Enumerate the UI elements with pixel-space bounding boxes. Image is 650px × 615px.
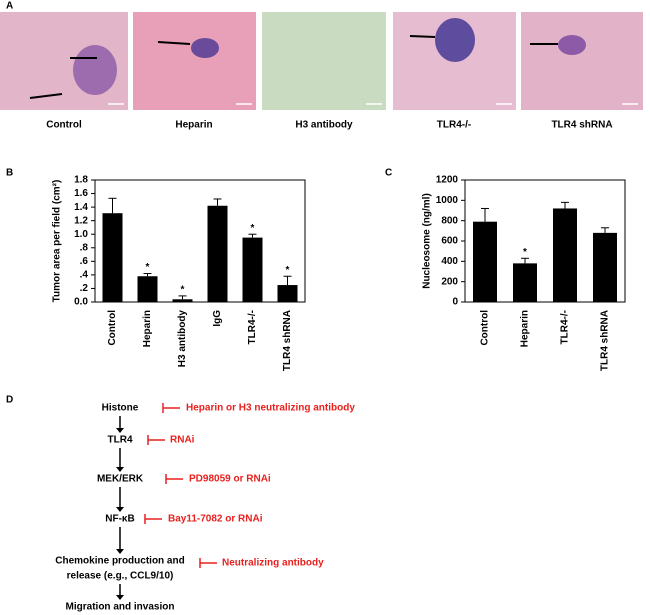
significance-mark: * (251, 223, 255, 234)
y-tick-label: 800 (441, 215, 458, 226)
y-tick-label: 400 (441, 256, 458, 267)
inhibitor: Bay11-7082 or RNAi (168, 514, 263, 525)
x-tick-label: Control (480, 310, 491, 346)
micrographs (0, 12, 643, 110)
panel-label: D (6, 395, 13, 406)
pathway-node: NF-κB (105, 514, 134, 525)
image-caption: Control (46, 120, 82, 131)
y-tick-label: 1200 (436, 175, 459, 186)
y-tick-label: 1.0 (74, 229, 88, 240)
bar (473, 221, 497, 302)
inhibitor: Neutralizing antibody (222, 558, 324, 569)
significance-mark: * (146, 262, 150, 273)
x-tick-label: Control (107, 310, 118, 346)
x-tick-label: TLR4 shRNA (282, 310, 293, 371)
y-tick-label: 1.2 (74, 215, 88, 226)
micrograph (521, 12, 643, 110)
plot-frame (94, 179, 306, 303)
x-tick-label: IgG (212, 310, 223, 327)
y-tick-label: 1.8 (74, 175, 88, 186)
y-tick-label: 0.0 (74, 297, 88, 308)
panel-label: B (6, 168, 13, 179)
x-tick-label: TLR4-/- (247, 310, 258, 344)
y-tick-label: 1.4 (74, 202, 88, 213)
pathway: Histone TLR4 MEK/ERK NF-κB Chemokine pro… (55, 403, 355, 613)
significance-mark: * (286, 265, 290, 276)
panel-label: A (6, 1, 13, 12)
significance-mark: * (523, 247, 527, 258)
y-axis-label: Nucleosome (ng/ml) (422, 193, 433, 289)
pathway-node: release (e.g., CCL9/10) (67, 571, 174, 582)
bar (242, 237, 263, 302)
bar (207, 205, 228, 302)
panel-label: C (385, 168, 392, 179)
pathway-node: Chemokine production and (55, 556, 184, 567)
micrograph (262, 12, 386, 110)
image-caption: H3 antibody (295, 120, 353, 131)
y-tick-label: .4 (80, 270, 89, 281)
image-caption: TLR4 shRNA (551, 120, 612, 131)
x-tick-label: TLR4-/- (560, 310, 571, 344)
x-tick-label: Heparin (520, 310, 531, 347)
y-tick-label: 1.6 (74, 188, 88, 199)
bar (553, 208, 577, 302)
tissue (435, 18, 475, 62)
inhibitor: PD98059 or RNAi (189, 474, 271, 485)
bar (513, 263, 537, 302)
bar (102, 213, 123, 302)
bar (277, 285, 298, 302)
y-tick-label: .8 (80, 242, 89, 253)
pathway-node: MEK/ERK (97, 474, 144, 485)
y-tick-label: 200 (441, 276, 458, 287)
x-tick-label: Heparin (142, 310, 153, 347)
tissue (191, 38, 219, 58)
pathway-node: TLR4 (108, 435, 133, 446)
bar (172, 299, 193, 302)
y-axis-label: Tumor area per field (cm²) (52, 180, 63, 303)
significance-mark: * (181, 285, 185, 296)
x-tick-label: TLR4 shRNA (600, 310, 611, 371)
y-tick-label: .2 (80, 283, 89, 294)
arrow (29, 93, 63, 99)
image-caption: Heparin (175, 120, 212, 131)
arrow (409, 35, 436, 38)
inhibitor: Heparin or H3 neutralizing antibody (186, 403, 355, 414)
x-tick-label: H3 antibody (177, 310, 188, 368)
bar (593, 232, 617, 302)
bar (137, 276, 158, 302)
y-tick-label: .6 (80, 256, 89, 267)
y-tick-label: 0 (452, 297, 458, 308)
pathway-node: Histone (102, 403, 139, 414)
inhibitor: RNAi (170, 435, 195, 446)
y-tick-label: 600 (441, 236, 458, 247)
micrograph (133, 12, 256, 110)
tissue (558, 35, 586, 55)
arrow (157, 41, 191, 45)
y-tick-label: 1000 (436, 195, 459, 206)
tissue (73, 45, 117, 95)
image-caption: TLR4-/- (437, 120, 471, 131)
pathway-node: Migration and invasion (66, 602, 175, 613)
